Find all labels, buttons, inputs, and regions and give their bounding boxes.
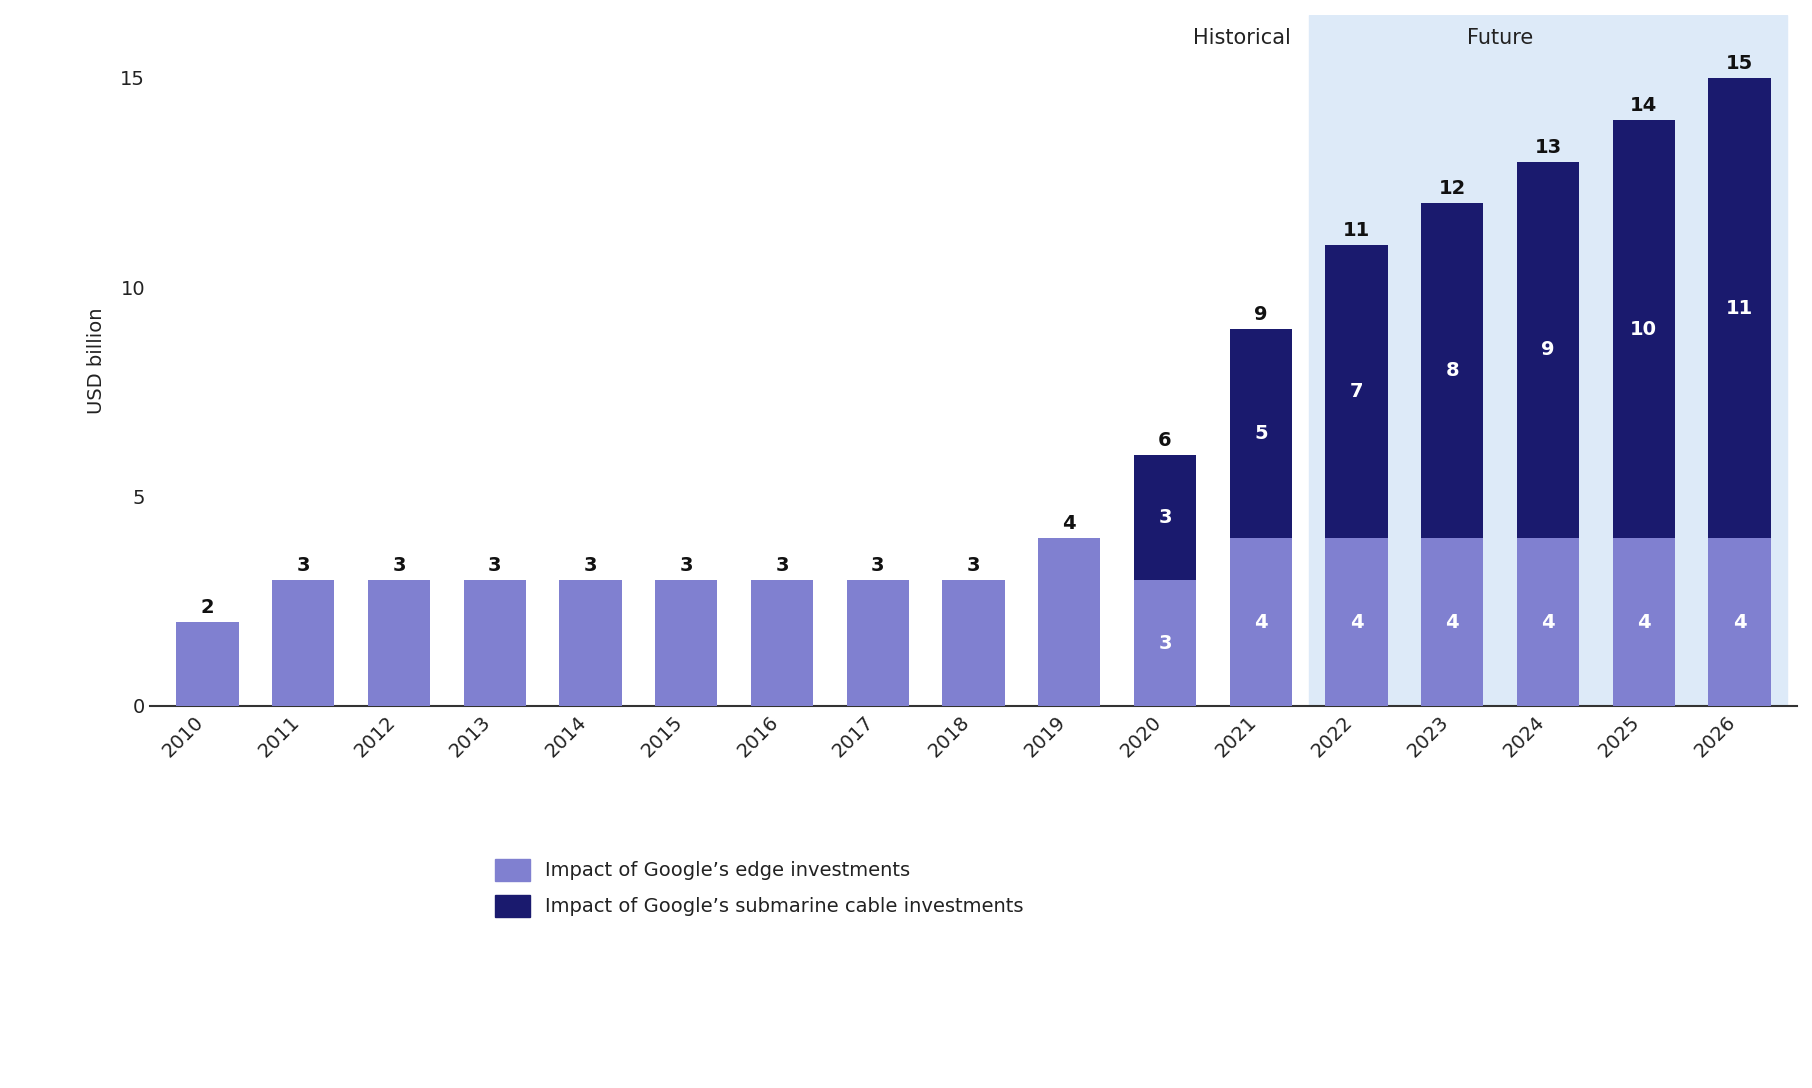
Bar <box>1325 245 1388 539</box>
Bar <box>1709 539 1770 706</box>
Text: 3: 3 <box>872 556 884 576</box>
Bar <box>176 622 239 706</box>
Text: 3: 3 <box>680 556 692 576</box>
Bar <box>1230 329 1292 539</box>
Text: 9: 9 <box>1542 341 1555 359</box>
Text: 7: 7 <box>1350 382 1363 401</box>
Text: 4: 4 <box>1062 515 1076 533</box>
Text: 4: 4 <box>1446 613 1459 632</box>
Bar <box>656 580 718 706</box>
Bar <box>1613 120 1674 539</box>
Text: 3: 3 <box>776 556 788 576</box>
Text: 4: 4 <box>1636 613 1651 632</box>
Text: 14: 14 <box>1631 96 1658 114</box>
Bar <box>1230 539 1292 706</box>
Bar <box>368 580 429 706</box>
Bar <box>272 580 335 706</box>
Bar <box>464 580 525 706</box>
Text: 12: 12 <box>1439 180 1466 198</box>
Text: 4: 4 <box>1732 613 1747 632</box>
Text: 11: 11 <box>1343 221 1370 240</box>
Text: 6: 6 <box>1158 431 1172 449</box>
Text: 4: 4 <box>1254 613 1268 632</box>
Text: Historical: Historical <box>1192 28 1290 49</box>
Bar <box>1613 539 1674 706</box>
Text: 3: 3 <box>1158 508 1172 527</box>
Bar <box>1325 539 1388 706</box>
Bar <box>750 580 814 706</box>
Bar <box>1517 539 1580 706</box>
Text: 4: 4 <box>1350 613 1363 632</box>
Bar <box>1134 455 1196 580</box>
Text: 5: 5 <box>1254 424 1268 443</box>
Legend: Impact of Google’s edge investments, Impact of Google’s submarine cable investme: Impact of Google’s edge investments, Imp… <box>495 858 1024 917</box>
Bar <box>1038 539 1100 706</box>
Text: 3: 3 <box>1158 633 1172 653</box>
Text: 9: 9 <box>1254 305 1268 324</box>
Bar <box>942 580 1004 706</box>
Bar <box>1517 161 1580 539</box>
Text: 11: 11 <box>1725 298 1754 318</box>
Text: 3: 3 <box>583 556 598 576</box>
Text: 3: 3 <box>968 556 980 576</box>
Text: 4: 4 <box>1542 613 1555 632</box>
Y-axis label: USD billion: USD billion <box>87 307 107 413</box>
Bar <box>1709 78 1770 539</box>
Text: 15: 15 <box>1725 53 1754 73</box>
Bar <box>1134 580 1196 706</box>
Text: 8: 8 <box>1446 361 1459 381</box>
Text: 2: 2 <box>201 598 214 617</box>
Text: 13: 13 <box>1535 137 1562 157</box>
Text: 3: 3 <box>487 556 502 576</box>
Text: Future: Future <box>1468 28 1533 49</box>
Bar <box>560 580 622 706</box>
Bar <box>846 580 910 706</box>
Text: 10: 10 <box>1631 320 1658 338</box>
Bar <box>1308 15 1787 706</box>
Bar <box>1421 203 1484 539</box>
Text: 3: 3 <box>297 556 310 576</box>
Text: 3: 3 <box>393 556 406 576</box>
Bar <box>1421 539 1484 706</box>
